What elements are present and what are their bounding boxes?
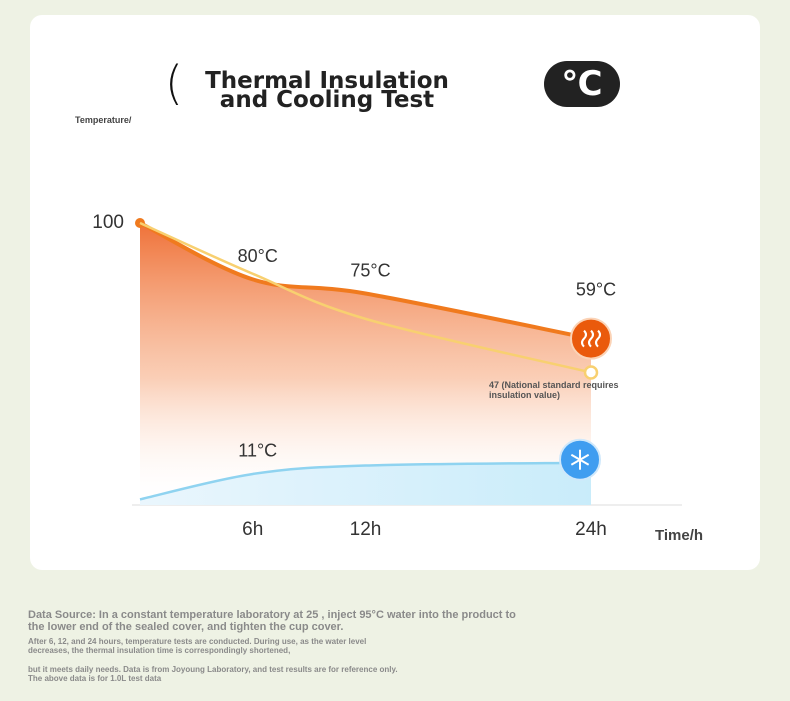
- snow-arm: [570, 453, 590, 466]
- cold-area: [140, 462, 591, 505]
- x-tick-label: 24h: [575, 519, 607, 540]
- heat-icon: [581, 329, 601, 348]
- value-label: 59°C: [576, 279, 616, 299]
- value-label: 11°C: [238, 441, 277, 461]
- x-tick-label: 12h: [350, 519, 382, 540]
- y-axis-label: Temperature/: [75, 115, 132, 125]
- footer-note: but it meets daily needs. Data is from J…: [28, 665, 398, 683]
- series-line: [139, 461, 592, 501]
- footer-source: Data Source: In a constant temperature l…: [28, 609, 516, 633]
- chart-title: Thermal Insulation and Cooling Test: [205, 68, 449, 113]
- x-tick-label: 6h: [242, 519, 263, 540]
- value-label: 80°C: [238, 246, 278, 266]
- decor-bracket: (: [165, 56, 183, 110]
- x-axis-label: Time/h: [655, 527, 703, 544]
- footer: Data Source: In a constant temperature l…: [28, 609, 518, 683]
- series-line: [139, 221, 592, 341]
- value-label-box: 47 (National standard requires insulatio…: [489, 380, 619, 401]
- hot-area: [140, 223, 591, 505]
- y-tick-label: 100: [92, 212, 124, 233]
- series-line: [139, 221, 592, 374]
- value-label: 47 (National standard requires insulatio…: [489, 380, 619, 401]
- unit-badge: ℃: [544, 61, 620, 107]
- footer-note: After 6, 12, and 24 hours, temperature t…: [28, 637, 367, 655]
- value-label: 75°C: [350, 260, 390, 280]
- standard-marker: [583, 365, 599, 380]
- snow-icon: [570, 449, 590, 470]
